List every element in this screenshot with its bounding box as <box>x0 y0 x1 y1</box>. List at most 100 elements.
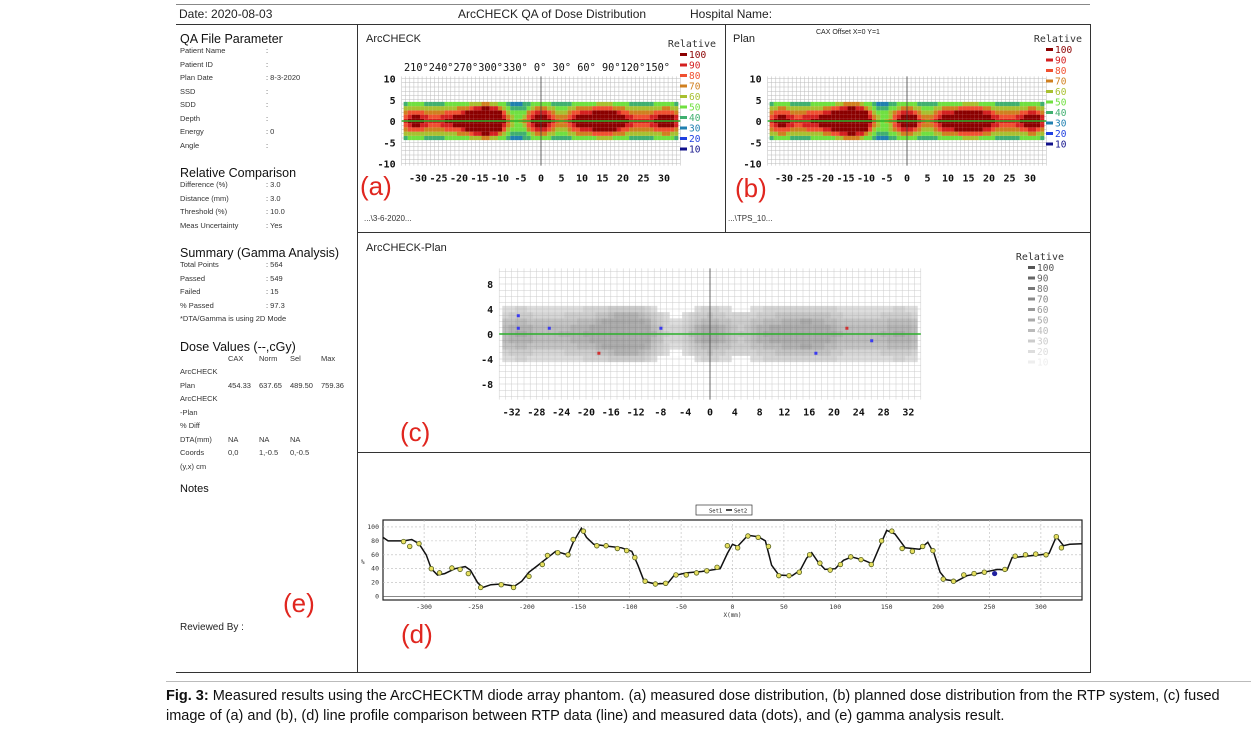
gamma-fail-point <box>547 326 551 330</box>
dose-cell <box>526 110 531 115</box>
dose-cell <box>839 123 844 128</box>
dose-cell <box>861 343 869 350</box>
dose-cell <box>547 131 552 136</box>
dose-cell <box>543 123 548 128</box>
dose-cell <box>974 123 979 128</box>
dose-cell <box>818 114 823 119</box>
dose-cell <box>570 318 577 325</box>
panel-b-file: ...\TPS_10... <box>728 214 773 223</box>
dose-cell <box>756 312 763 319</box>
dose-cell <box>827 114 832 119</box>
dose-cell <box>713 312 720 319</box>
dose-cell <box>520 343 528 350</box>
dose-cell <box>786 131 791 136</box>
dose-cell <box>469 127 474 132</box>
label-d: (d) <box>401 619 433 649</box>
dose-cell <box>559 127 564 132</box>
dose-cell <box>886 355 893 363</box>
dose-cell <box>835 123 840 128</box>
dose-cell <box>489 123 494 128</box>
dose-cell <box>855 131 860 136</box>
dose-cell <box>616 123 621 128</box>
dose-cell <box>1040 101 1045 107</box>
dose-cell <box>799 337 807 344</box>
series-set1-point <box>498 581 504 588</box>
dose-cell <box>1007 110 1012 115</box>
dose-cell <box>481 110 486 115</box>
dose-cell <box>551 110 556 115</box>
dose-cell <box>596 131 601 136</box>
dose-cell <box>1023 110 1028 115</box>
legend-swatch <box>1028 350 1035 353</box>
dose-cell <box>657 318 664 325</box>
dose-cell <box>799 305 807 313</box>
dose-cell <box>607 343 614 350</box>
legend-swatch <box>1028 329 1035 332</box>
dose-cell <box>694 305 701 313</box>
dose-cell <box>415 127 421 132</box>
x-tick-label: -12 <box>627 408 645 419</box>
dose-cell <box>674 106 679 111</box>
x-tick-label: 5 <box>558 174 564 185</box>
legend-set2: Set2 <box>734 509 747 515</box>
dose-cell <box>750 324 757 331</box>
dose-cell <box>843 123 848 128</box>
dose-cell <box>909 131 914 136</box>
dose-cell <box>534 110 539 115</box>
dose-cell <box>651 318 658 325</box>
dose-cell <box>806 123 811 128</box>
dose-cell <box>966 127 971 132</box>
dose-cell <box>530 101 535 107</box>
dose-cell <box>713 343 720 350</box>
dose-cell <box>649 131 654 136</box>
dose-cell <box>612 101 617 107</box>
param-label: Threshold (%) <box>180 207 228 216</box>
dose-cell <box>582 305 590 313</box>
dose-cell <box>649 127 654 132</box>
dose-cell <box>837 312 844 319</box>
dose-cell <box>508 312 515 319</box>
dose-cell <box>432 101 437 107</box>
dose-cell <box>543 114 548 119</box>
dose-cell <box>1040 114 1045 119</box>
dose-cell <box>477 135 482 141</box>
dose-cell <box>806 135 811 141</box>
dose-cell <box>925 127 930 132</box>
dose-cell <box>1015 101 1020 107</box>
dose-cell <box>589 337 596 344</box>
dose-cell <box>863 127 869 132</box>
dose-cell <box>514 343 521 350</box>
dose-cell <box>527 324 534 331</box>
x-tick-label: 15 <box>596 174 608 185</box>
dose-cell <box>575 131 580 136</box>
dose-cell <box>582 355 590 363</box>
dose-cell <box>713 324 720 331</box>
dose-cell <box>473 101 478 107</box>
dose-cell <box>880 135 885 141</box>
dose-cell <box>612 127 617 132</box>
dose-cell <box>768 318 776 325</box>
series-set1-point <box>457 566 463 573</box>
dose-cell <box>756 305 763 313</box>
dose-cell <box>861 324 869 331</box>
dose-cell <box>653 127 658 132</box>
dose-cell <box>874 312 881 319</box>
x-tick-label: -10 <box>491 174 509 185</box>
dose-cell <box>452 101 457 107</box>
dose-cell <box>530 123 535 128</box>
dose-cell <box>688 324 695 331</box>
dose-cell <box>750 343 757 350</box>
dose-cell <box>933 106 938 111</box>
dose-cell <box>436 114 441 119</box>
dose-cell <box>644 349 652 356</box>
dose-cell <box>428 131 433 136</box>
dose-cell <box>837 343 844 350</box>
legend-swatch <box>680 147 687 151</box>
dose-cell <box>461 110 466 115</box>
dose-cell <box>700 324 707 331</box>
series-set1-point <box>449 565 455 571</box>
dose-cell <box>913 131 918 136</box>
dose-cell <box>629 127 634 132</box>
dose-cell <box>545 312 552 319</box>
dose-cell <box>497 131 503 136</box>
